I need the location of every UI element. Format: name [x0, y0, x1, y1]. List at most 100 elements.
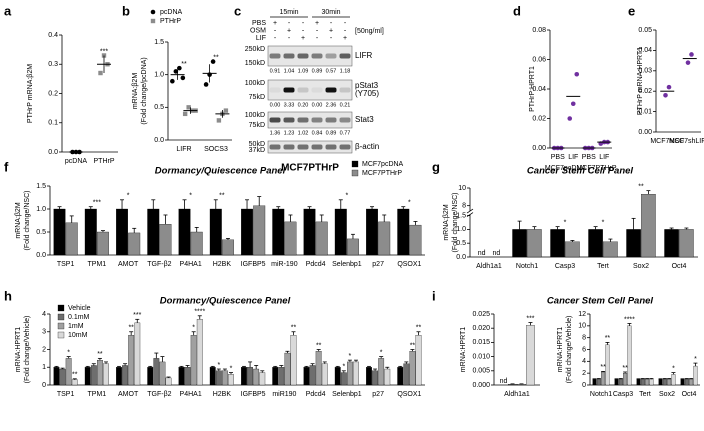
blot-band — [339, 87, 351, 93]
bar — [90, 365, 97, 386]
bar — [397, 208, 410, 256]
bar — [664, 229, 679, 258]
legend-label: PTHrP — [160, 18, 181, 25]
x-tick-label: TSP1 — [57, 261, 75, 268]
axis-break — [466, 212, 474, 217]
y-tick-label: 0 — [582, 382, 586, 389]
bar — [59, 368, 66, 386]
panel-letter: a — [4, 3, 12, 18]
y-tick-label: 10 — [578, 323, 586, 330]
y-tick-label: 0.015 — [472, 339, 490, 346]
treatment-mark: - — [274, 27, 277, 34]
significance-label: * — [342, 364, 345, 371]
treatment-mark: + — [343, 35, 347, 42]
y-axis-label: mRNA:HPRT1 — [557, 327, 564, 372]
legend-label: Vehicle — [68, 305, 91, 312]
bar — [378, 221, 391, 256]
y-tick-label: 12 — [578, 311, 586, 318]
bar — [65, 358, 72, 386]
panel-letter: i — [432, 288, 436, 303]
panel-letter: d — [513, 3, 521, 18]
bar — [209, 208, 222, 256]
bar — [84, 208, 97, 256]
panel-title: Cancer Stem Cell Panel — [527, 166, 633, 177]
treatment-mark: - — [288, 20, 291, 27]
x-tick-label: Notch1 — [590, 391, 612, 398]
y-tick-label: 0.025 — [472, 311, 490, 318]
treatment-mark: - — [344, 20, 347, 27]
y-tick-label: 0.04 — [638, 47, 652, 54]
band-label: Stat3 — [355, 115, 374, 124]
bar — [397, 367, 404, 386]
significance-label: **** — [624, 316, 635, 323]
blot-band — [339, 53, 351, 59]
data-point — [685, 60, 691, 65]
bar — [596, 378, 601, 386]
treatment-mark: - — [288, 35, 291, 42]
blot-band — [269, 53, 281, 59]
y-tick-label: 0.2 — [48, 90, 58, 97]
y-tick-label: 0.02 — [638, 88, 652, 95]
y-tick-label: 0.0 — [48, 149, 58, 156]
bar — [526, 325, 535, 386]
blot-band — [339, 117, 351, 123]
bar — [196, 319, 203, 386]
blot-band — [311, 144, 323, 150]
band-label: pStat3 — [355, 81, 379, 90]
data-point — [216, 118, 222, 123]
bar — [303, 367, 310, 386]
y-tick-label: 8 — [462, 203, 466, 210]
significance-label: ** — [316, 342, 322, 349]
group-label: MCF7PTHrP — [576, 165, 616, 172]
blot-frame — [267, 140, 353, 154]
y-tick-label: 6 — [582, 346, 586, 353]
y-tick-label: 0.020 — [472, 325, 490, 332]
significance-label: ** — [605, 335, 611, 342]
band-label: β-actin — [355, 142, 379, 151]
quant-label: 1.36 — [270, 130, 281, 136]
y-tick-label: 1.0 — [154, 72, 164, 79]
quant-label: 0.77 — [340, 130, 351, 136]
bar — [116, 367, 122, 386]
x-tick-label: PBS — [582, 154, 596, 161]
mw-label: 75kD — [249, 94, 265, 101]
bar — [353, 361, 359, 386]
bar — [517, 383, 526, 386]
bar — [618, 378, 623, 386]
bar — [153, 358, 160, 386]
bar — [409, 224, 422, 256]
bar — [340, 372, 347, 386]
y-axis-label: mRNA:HPRT1 — [460, 327, 467, 372]
y-axis-label: (Fold change/pcDNA) — [141, 57, 148, 124]
group-label: MCF7pcDNA — [545, 165, 587, 172]
data-point — [203, 82, 209, 87]
significance-label: ** — [416, 325, 422, 332]
blot-band — [283, 53, 295, 59]
y-tick-label: 0.01 — [638, 108, 652, 115]
blot-band — [297, 53, 309, 59]
data-point — [182, 111, 188, 117]
quant-label: 1.04 — [284, 68, 295, 74]
bar — [178, 367, 185, 386]
bar — [241, 367, 247, 386]
bar — [253, 205, 266, 256]
bar — [209, 367, 216, 386]
y-tick-label: 3 — [42, 329, 46, 336]
treatment-mark: - — [330, 35, 333, 42]
x-tick-label: TSP1 — [57, 391, 75, 398]
quant-label: 1.18 — [340, 68, 351, 74]
bar — [65, 222, 78, 256]
quant-label: 0.89 — [312, 68, 323, 74]
y-tick-label: 0.05 — [638, 27, 652, 34]
x-tick-label: p27 — [372, 261, 384, 268]
panel-letter: e — [628, 3, 635, 18]
x-tick-label: Sox2 — [633, 263, 649, 270]
x-tick-label: P4HA1 — [180, 391, 202, 398]
bar — [614, 378, 619, 386]
legend-label: MCF7PTHrP — [362, 170, 402, 177]
bar — [627, 325, 632, 386]
x-tick-label: Aldh1a1 — [504, 391, 530, 398]
y-tick-label: 4 — [582, 358, 586, 365]
mw-label: 75kD — [249, 122, 265, 129]
